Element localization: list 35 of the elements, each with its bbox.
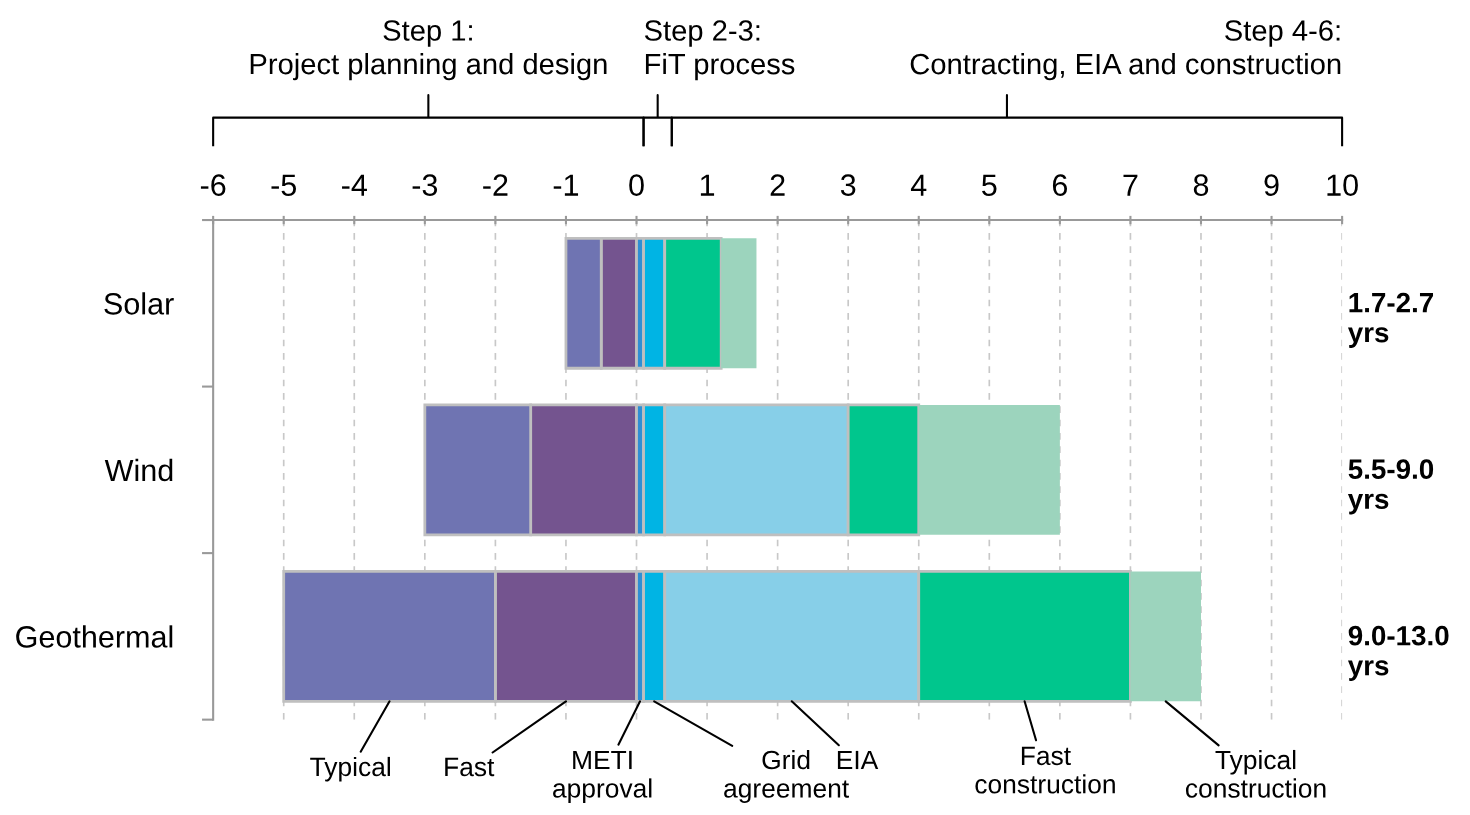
- text: Step 1: Project planning and design: [250, 20, 607, 81]
- bar: [918, 404, 1060, 535]
- x-tick-label: -6: [200, 174, 226, 196]
- bar: [721, 238, 757, 369]
- x-tick-label: 1: [700, 174, 715, 196]
- text: 5.5-9.0 yrs: [1347, 459, 1434, 515]
- x-tick-label: -4: [342, 174, 367, 196]
- x-tick-label: 6: [1052, 174, 1068, 196]
- x-tick-label: -5: [271, 174, 297, 196]
- series-label: Typical construction: [1185, 749, 1326, 798]
- series-label: METI approval: [553, 750, 652, 803]
- x-tick-label: -3: [412, 174, 438, 196]
- series-label: EIA: [837, 750, 879, 770]
- series-label: Fast construction: [975, 746, 1115, 794]
- text: 1.7-2.7 yrs: [1347, 292, 1434, 348]
- x-tick-label: 2: [770, 174, 785, 196]
- text: Fast: [445, 757, 495, 777]
- x-tick-label: 4: [910, 174, 927, 196]
- text: 9.0-13.0 yrs: [1347, 625, 1449, 681]
- text: Typical: [310, 756, 390, 782]
- x-tick-label: -1: [553, 174, 579, 196]
- y-tick-label: Wind: [104, 458, 173, 482]
- x-tick-label: 9: [1264, 174, 1279, 196]
- text: Step 2-3: FiT process: [644, 20, 795, 81]
- y-tick-label: Solar: [104, 292, 174, 315]
- bar: [1130, 571, 1201, 702]
- x-tick-label: -2: [483, 174, 508, 196]
- x-tick-label: 8: [1193, 174, 1209, 196]
- x-tick-label: 0: [629, 174, 644, 196]
- x-tick-label: 3: [840, 174, 856, 196]
- text: Step 4-6: Contracting, EIA and construction: [910, 20, 1341, 81]
- x-tick-label: 7: [1123, 174, 1138, 196]
- y-tick-label: Geothermal: [16, 625, 173, 648]
- x-tick-label: 10: [1327, 174, 1358, 196]
- x-tick-label: 5: [982, 174, 997, 196]
